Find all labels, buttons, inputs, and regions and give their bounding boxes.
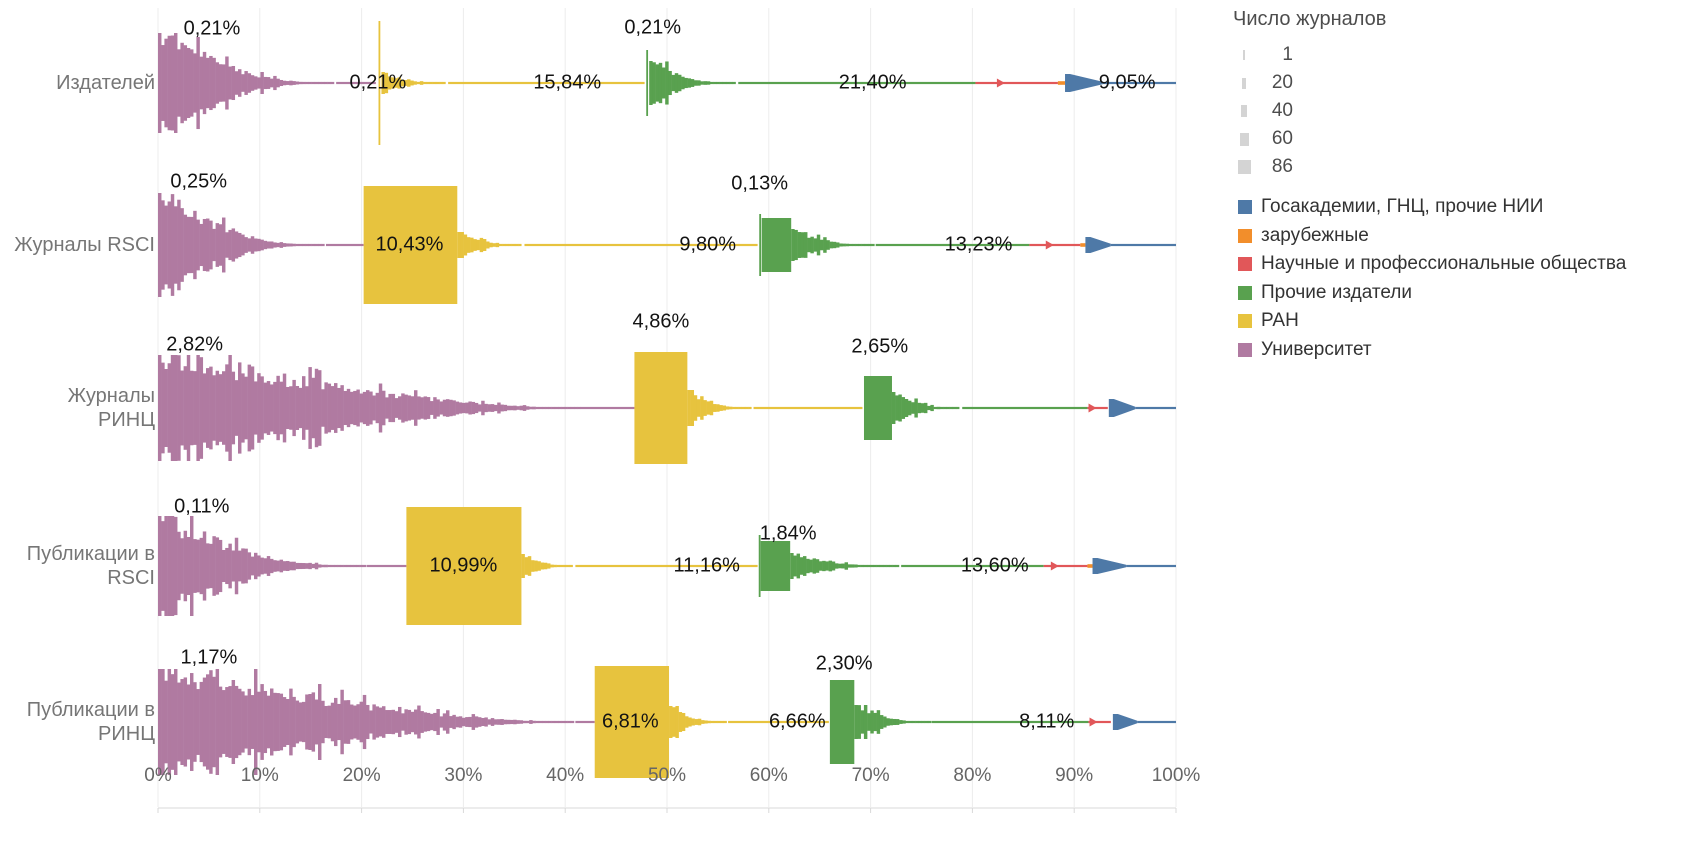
color-swatch-other	[1238, 285, 1252, 300]
color-legend-item-stateacad[interactable]: Госакадемии, ГНЦ, прочие НИИ	[1233, 193, 1683, 222]
size-legend-entry-60[interactable]: 60	[1233, 125, 1683, 153]
size-swatch	[1233, 105, 1255, 117]
size-legend-label: 20	[1271, 72, 1293, 93]
size-swatch	[1233, 50, 1255, 60]
color-swatch-university	[1238, 342, 1252, 357]
size-legend-entry-20[interactable]: 20	[1233, 69, 1683, 97]
color-legend-label: Прочие издатели	[1261, 281, 1412, 303]
size-swatch-bar	[1237, 160, 1251, 174]
color-legend-label: РАН	[1261, 310, 1299, 332]
color-swatch-ran	[1238, 314, 1252, 329]
color-legend-item-foreign[interactable]: зарубежные	[1233, 222, 1683, 251]
row-marks-publikacii-v-rsci[interactable]	[158, 507, 1176, 625]
color-swatch-stateacad	[1238, 200, 1252, 215]
size-swatch	[1233, 77, 1255, 89]
row-marks-publikacii-v-rinc[interactable]	[158, 666, 1176, 778]
size-legend-entry-40[interactable]: 40	[1233, 97, 1683, 125]
color-legend-item-other[interactable]: Прочие издатели	[1233, 279, 1683, 308]
color-legend-item-ran[interactable]: РАН	[1233, 307, 1683, 336]
size-swatch	[1233, 160, 1255, 174]
size-legend-label: 1	[1282, 44, 1293, 65]
size-swatch-bar	[1243, 50, 1245, 60]
size-swatch-bar	[1242, 77, 1246, 89]
color-swatch-foreign	[1238, 228, 1252, 243]
size-swatch	[1233, 132, 1255, 146]
size-legend-title: Число журналов	[1233, 8, 1387, 30]
row-marks-zhurnaly-rsci[interactable]	[158, 186, 1176, 304]
size-legend-label: 86	[1271, 156, 1293, 177]
size-legend-entry-1[interactable]: 1	[1233, 41, 1683, 69]
size-legend-label: 40	[1271, 100, 1293, 121]
color-legend-item-societies[interactable]: Научные и профессиональные общества	[1233, 250, 1683, 279]
color-swatch-societies	[1238, 257, 1252, 272]
size-legend-label: 60	[1271, 128, 1293, 149]
color-legend-item-university[interactable]: Университет	[1233, 336, 1683, 365]
row-marks-zhurnaly-rinc[interactable]	[158, 352, 1176, 464]
size-legend-entry-86[interactable]: 86	[1233, 153, 1683, 181]
color-legend: Госакадемии, ГНЦ, прочие НИИ зарубежные На…	[1233, 193, 1683, 364]
color-legend-label: зарубежные	[1261, 224, 1369, 246]
row-marks-izdateley[interactable]	[158, 21, 1176, 145]
size-legend: 1 20 40 60 86	[1233, 41, 1683, 181]
color-legend-label: Госакадемии, ГНЦ, прочие НИИ	[1261, 196, 1544, 218]
size-swatch-bar	[1239, 132, 1249, 146]
legend-panel: Число журналов 1 20 40 60 86 Госакадемии, ГН…	[1233, 0, 1683, 364]
color-legend-label: Научные и профессиональные общества	[1261, 253, 1627, 275]
color-legend-label: Университет	[1261, 338, 1372, 360]
size-swatch-bar	[1241, 105, 1247, 117]
